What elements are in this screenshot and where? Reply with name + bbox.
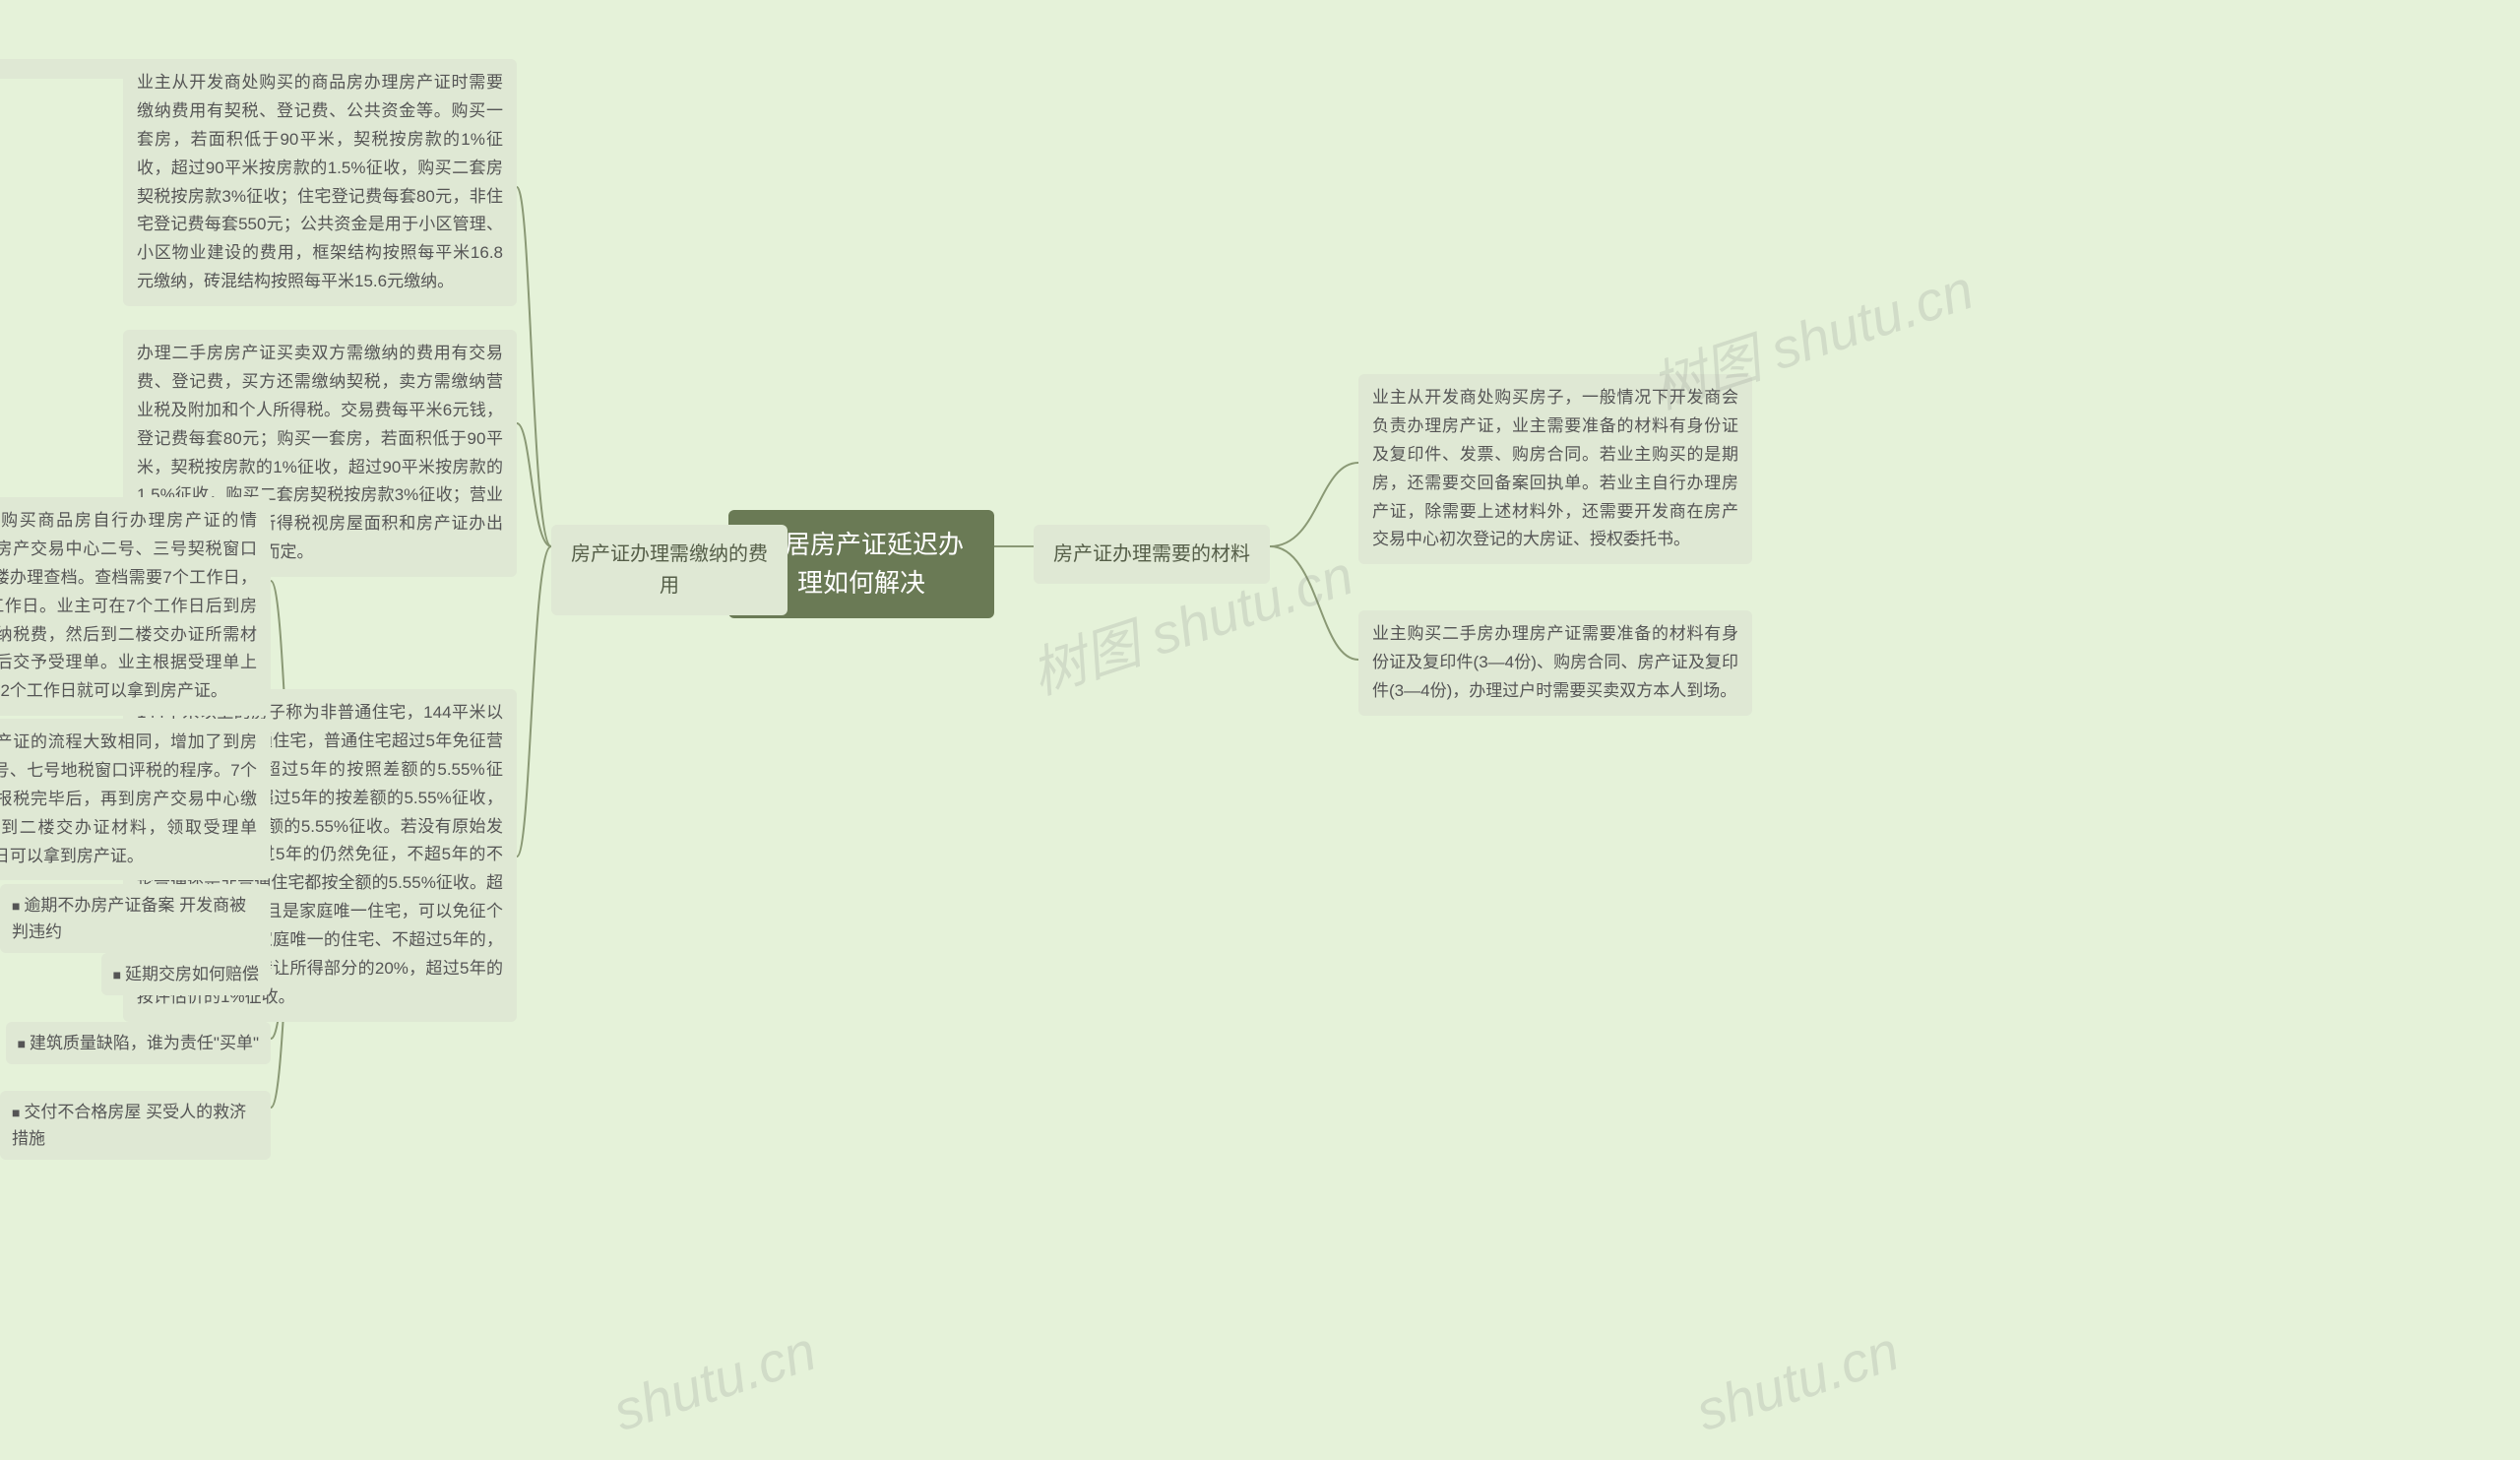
subleaf-3[interactable]: 延期交房如何赔偿 — [101, 953, 271, 995]
subleaf-1[interactable]: 二手房办理房产证的流程大致相同，增加了到房产交易中心六号、七号地税窗口评税的程序… — [0, 719, 271, 880]
subleaf-4[interactable]: 建筑质量缺陷，谁为责任"买单" — [6, 1022, 271, 1064]
subleaf-5-text: 交付不合格房屋 买受人的救济措施 — [12, 1103, 246, 1148]
subleaf-0[interactable]: 业主从开发商购买商品房自行办理房产证的情况，首先要到房产交易中心二号、三号契税窗… — [0, 497, 271, 716]
leaf-l0-text: 业主从开发商处购买的商品房办理房产证时需要缴纳费用有契税、登记费、公共资金等。购… — [137, 73, 503, 290]
watermark-3: shutu.cn — [1688, 1318, 1906, 1443]
right-branch[interactable]: 房产证办理需要的材料 — [1034, 525, 1270, 584]
subleaf-0-text: 业主从开发商购买商品房自行办理房产证的情况，首先要到房产交易中心二号、三号契税窗… — [0, 511, 257, 700]
right-leaf-1-text: 业主购买二手房办理房产证需要准备的材料有身份证及复印件(3—4份)、购房合同、房… — [1372, 624, 1738, 700]
subleaf-1-text: 二手房办理房产证的流程大致相同，增加了到房产交易中心六号、七号地税窗口评税的程序… — [0, 732, 257, 865]
branch-left[interactable]: 房产证办理需缴纳的费用 — [551, 525, 788, 615]
right-leaf-0-text: 业主从开发商处购买房子，一般情况下开发商会负责办理房产证，业主需要准备的材料有身… — [1372, 388, 1738, 548]
subleaf-5[interactable]: 交付不合格房屋 买受人的救济措施 — [0, 1091, 271, 1160]
right-leaf-0[interactable]: 业主从开发商处购买房子，一般情况下开发商会负责办理房产证，业主需要准备的材料有身… — [1358, 374, 1752, 564]
right-branch-label: 房产证办理需要的材料 — [1053, 543, 1250, 565]
branch-left-label: 房产证办理需缴纳的费用 — [571, 543, 768, 597]
subleaf-2[interactable]: 逾期不办房产证备案 开发商被判违约 — [0, 884, 271, 953]
right-leaf-1[interactable]: 业主购买二手房办理房产证需要准备的材料有身份证及复印件(3—4份)、购房合同、房… — [1358, 610, 1752, 716]
subleaf-2-text: 逾期不办房产证备案 开发商被判违约 — [12, 896, 246, 941]
leaf-l0[interactable]: 业主从开发商处购买的商品房办理房产证时需要缴纳费用有契税、登记费、公共资金等。购… — [123, 59, 517, 306]
watermark-2: shutu.cn — [605, 1318, 823, 1443]
root-text: 新居房产证延迟办理如何解决 — [759, 530, 964, 598]
subleaf-4-text: 建筑质量缺陷，谁为责任"买单" — [18, 1034, 259, 1052]
subleaf-3-text: 延期交房如何赔偿 — [113, 965, 259, 984]
